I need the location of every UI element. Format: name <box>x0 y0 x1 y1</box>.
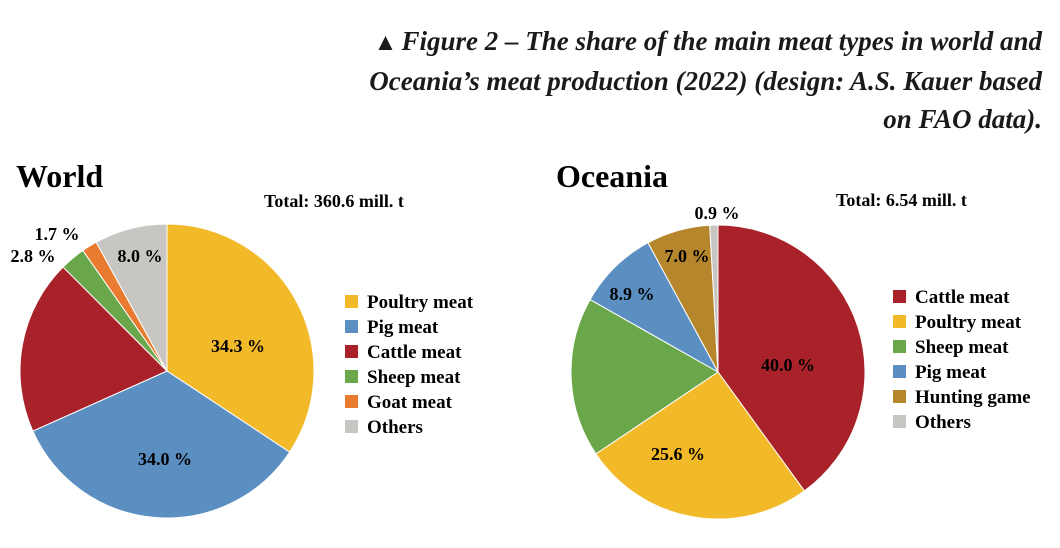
legend-label-pig-meat: Pig meat <box>367 317 439 338</box>
pie-slice-others <box>95 223 168 372</box>
legend-swatch-cattle-meat <box>893 290 906 303</box>
pie-slice-cattle-meat <box>19 266 168 432</box>
legend-swatch-pig-meat <box>893 365 906 378</box>
caption-text: Figure 2 – The share of the main meat ty… <box>369 26 1042 134</box>
total-label: Total: 360.6 mill. t <box>264 191 404 211</box>
pie-slice-pig-meat <box>32 370 291 519</box>
legend-swatch-sheep-meat <box>893 340 906 353</box>
legend-swatch-others <box>345 420 358 433</box>
pie-slice-pig-meat <box>589 242 720 374</box>
data-label-poultry-meat: 34.3 % <box>211 336 265 356</box>
legend-swatch-goat-meat <box>345 395 358 408</box>
legend-swatch-poultry-meat <box>893 315 906 328</box>
legend-label-poultry-meat: Poultry meat <box>367 292 474 313</box>
legend-label-others: Others <box>367 417 423 438</box>
data-label-poultry-meat: 25.6 % <box>651 444 705 464</box>
legend-swatch-poultry-meat <box>345 295 358 308</box>
data-label-others: 0.9 % <box>695 203 740 223</box>
total-label: Total: 6.54 mill. t <box>836 190 967 210</box>
pie-slice-poultry-meat <box>595 371 806 520</box>
pie-slice-others <box>709 224 719 373</box>
legend-swatch-cattle-meat <box>345 345 358 358</box>
data-label-pig-meat: 34.0 % <box>138 449 192 469</box>
legend-swatch-sheep-meat <box>345 370 358 383</box>
legend-label-others: Others <box>915 412 971 433</box>
data-label-others: 8.0 % <box>118 246 163 266</box>
data-label-cattle-meat: 40.0 % <box>761 355 815 375</box>
data-label-goat-meat: 1.7 % <box>35 224 80 244</box>
legend-label-sheep-meat: Sheep meat <box>915 337 1009 358</box>
legend-label-hunting-game: Hunting game <box>915 387 1031 408</box>
pie-slice-cattle-meat <box>717 224 866 492</box>
legend-swatch-hunting-game <box>893 390 906 403</box>
legend-label-cattle-meat: Cattle meat <box>915 287 1010 308</box>
data-label-sheep-meat: 2.8 % <box>11 246 56 266</box>
legend-label-goat-meat: Goat meat <box>367 392 453 413</box>
legend-label-pig-meat: Pig meat <box>915 362 987 383</box>
legend-swatch-pig-meat <box>345 320 358 333</box>
legend-swatch-others <box>893 415 906 428</box>
figure-caption: ▲ Figure 2 – The share of the main meat t… <box>342 22 1042 138</box>
data-label-pig-meat: 8.9 % <box>610 284 655 304</box>
data-label-hunting-game: 7.0 % <box>665 246 710 266</box>
legend-label-sheep-meat: Sheep meat <box>367 367 461 388</box>
pie-slice-sheep-meat <box>570 298 719 455</box>
triangle-marker-icon: ▲ <box>373 30 398 56</box>
chart-title-oceania: Oceania <box>556 158 668 194</box>
legend-label-poultry-meat: Poultry meat <box>915 312 1022 333</box>
legend-label-cattle-meat: Cattle meat <box>367 342 462 363</box>
chart-title-world: World <box>16 158 103 194</box>
